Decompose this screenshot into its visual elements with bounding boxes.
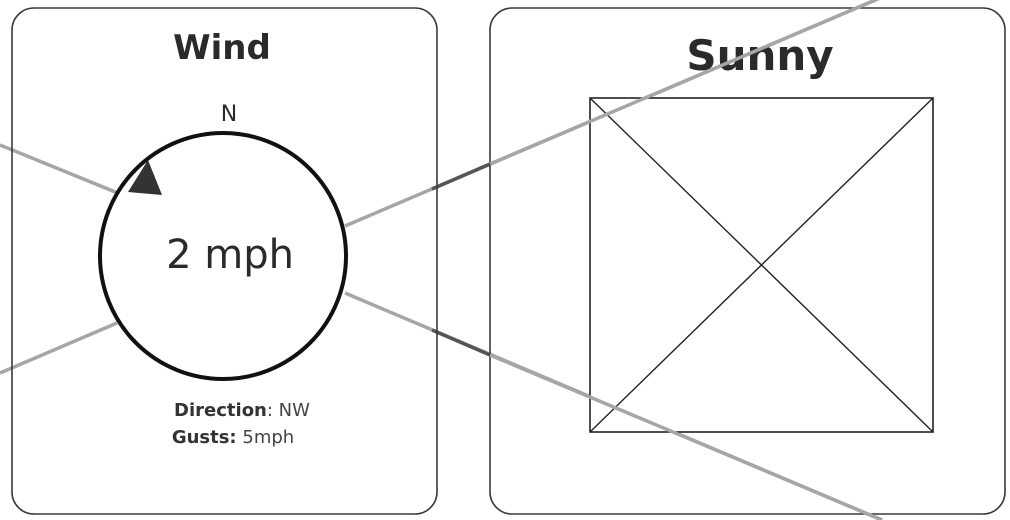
connector-overlay-lower [489,353,883,520]
connector-lines-overlay [489,0,883,520]
wind-panel-title: Wind [173,28,271,68]
connector-line-upper-dark [431,162,491,191]
connector-line-lower-left [0,321,118,375]
connector-line-lower-dark [431,328,491,357]
connector-overlay-upper [489,0,880,166]
wind-gusts-label: Gusts: [172,427,237,448]
wind-panel-frame [11,7,438,515]
wind-direction-value: : NW [267,400,310,421]
wind-panel: Wind N 2 mph Direction: NW Gusts: 5mph [11,7,438,515]
image-placeholder-diagonal-b [589,97,934,433]
connector-line-upper-left [0,143,131,200]
wind-gusts-line: Gusts: 5mph [172,427,294,448]
weather-panel-frame [489,7,1006,515]
wind-direction-line: Direction: NW [174,400,310,421]
wind-speed-value: 2 mph [166,232,294,278]
wind-gusts-value: 5mph [237,427,295,448]
image-placeholder-icon [589,97,934,433]
wind-direction-arrow-icon [128,160,162,195]
compass-north-label: N [221,102,237,127]
wind-direction-label: Direction [174,400,267,421]
weather-panel: Sunny [489,7,1006,515]
